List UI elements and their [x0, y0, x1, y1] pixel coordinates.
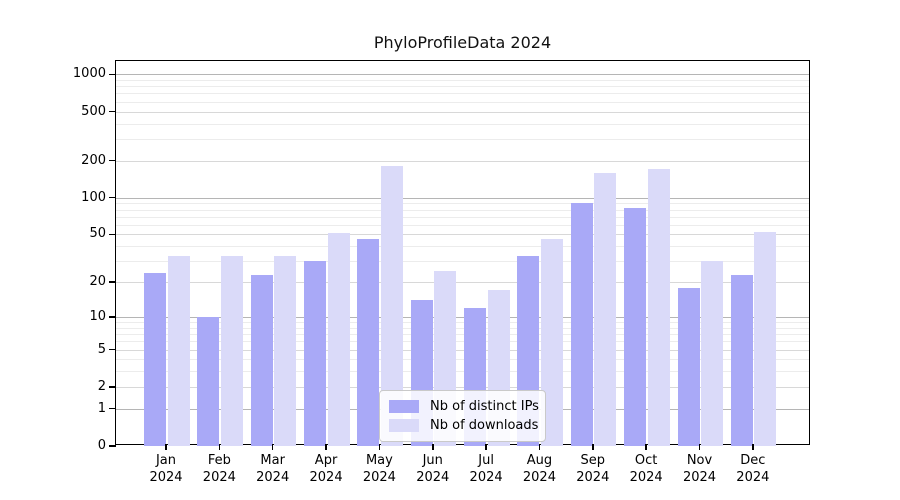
gridline-minor: [116, 246, 809, 248]
y-tick-label: 20: [89, 274, 106, 290]
bar-distinct-ips-jan: [144, 272, 166, 446]
bar-distinct-ips-may: [357, 238, 380, 446]
bar-downloads-may: [380, 166, 403, 446]
y-tick-label: 500: [81, 103, 106, 119]
x-tick: [325, 444, 327, 450]
x-tick-label-jul: Jul 2024: [469, 453, 503, 485]
legend-swatch-downloads: [389, 419, 419, 432]
gridline-minor: [116, 79, 809, 81]
gridline-major: [116, 74, 809, 76]
x-tick-label-aug: Aug 2024: [522, 453, 556, 485]
y-tick-label: 0: [97, 438, 106, 453]
y-tick-label: 200: [81, 152, 106, 168]
y-tick: [109, 445, 116, 447]
gridline-minor: [116, 123, 809, 125]
x-tick: [218, 444, 221, 450]
bar-downloads-oct: [647, 169, 670, 446]
bar-downloads-feb: [220, 256, 243, 446]
legend-label-downloads: Nb of downloads: [430, 418, 539, 433]
bar-distinct-ips-dec: [730, 275, 753, 446]
plot-area: Nb of distinct IPs Nb of downloads Jan 2…: [73, 60, 810, 485]
gridline: [116, 111, 809, 113]
gridline: [116, 234, 809, 236]
gridline-minor: [116, 203, 809, 205]
legend-label-distinct-ips: Nb of distinct IPs: [430, 399, 539, 414]
y-tick-label: 50: [89, 226, 106, 242]
bar-downloads-jan: [167, 256, 190, 446]
y-tick-label: 100: [81, 189, 106, 205]
bar-distinct-ips-sep: [570, 202, 593, 446]
bar-distinct-ips-mar: [250, 275, 273, 446]
y-tick-label: 5: [97, 341, 106, 357]
legend: Nb of distinct IPs Nb of downloads: [379, 390, 546, 442]
bar-downloads-aug: [540, 238, 563, 446]
x-tick: [538, 444, 541, 450]
bar-distinct-ips-feb: [197, 316, 220, 446]
y-tick-label: 1: [97, 400, 106, 416]
x-tick-label-nov: Nov 2024: [682, 453, 717, 485]
legend-swatch-distinct-ips: [389, 400, 419, 413]
x-tick: [592, 444, 594, 450]
x-tick-label-sep: Sep 2024: [576, 453, 610, 485]
x-tick-label-feb: Feb 2024: [202, 453, 236, 485]
bar-distinct-ips-nov: [677, 287, 700, 446]
gridline-minor: [116, 138, 809, 140]
bar-downloads-apr: [327, 233, 350, 446]
y-tick-label: 10: [89, 308, 106, 324]
y-tick-label: 1000: [72, 66, 106, 82]
x-tick: [378, 444, 381, 450]
y-tick: [109, 281, 116, 283]
bar-downloads-nov: [701, 261, 723, 446]
y-tick: [109, 316, 116, 318]
gridline-minor: [116, 86, 809, 88]
x-tick: [485, 444, 487, 450]
x-tick-label-may: May 2024: [362, 453, 396, 485]
x-tick-label-mar: Mar 2024: [256, 453, 290, 485]
x-tick: [645, 444, 647, 450]
bar-distinct-ips-apr: [304, 261, 327, 446]
gridline-minor: [116, 224, 809, 226]
y-tick: [109, 196, 116, 199]
x-tick: [271, 444, 274, 450]
bar-downloads-sep: [594, 172, 617, 446]
y-tick: [109, 348, 116, 351]
x-tick-label-jun: Jun 2024: [416, 453, 450, 485]
y-tick: [109, 386, 116, 388]
y-tick-label: 2: [97, 378, 106, 394]
x-tick-label-oct: Oct 2024: [629, 453, 663, 485]
gridline-minor: [116, 101, 809, 103]
bar-distinct-ips-oct: [624, 208, 647, 446]
y-tick: [109, 159, 116, 162]
y-tick: [109, 73, 116, 76]
x-tick-label-jan: Jan 2024: [149, 453, 183, 485]
gridline: [116, 160, 809, 162]
gridline-major: [116, 197, 809, 199]
x-tick: [432, 444, 434, 450]
gridline-minor: [116, 216, 809, 218]
gridline-minor: [116, 93, 809, 95]
gridline-minor: [116, 209, 809, 211]
x-tick-label-dec: Dec 2024: [736, 453, 770, 485]
y-tick: [109, 407, 116, 410]
y-tick: [109, 110, 116, 113]
chart-title: PhyloProfileData 2024: [373, 33, 552, 52]
bar-downloads-dec: [754, 232, 777, 446]
y-tick: [109, 233, 116, 236]
x-tick: [698, 444, 701, 450]
x-tick: [752, 444, 754, 450]
x-tick: [165, 444, 167, 450]
x-tick-label-apr: Apr 2024: [309, 453, 343, 485]
legend-item-downloads: Nb of downloads: [389, 416, 539, 435]
bar-downloads-mar: [274, 256, 297, 446]
legend-item-distinct-ips: Nb of distinct IPs: [389, 397, 539, 416]
